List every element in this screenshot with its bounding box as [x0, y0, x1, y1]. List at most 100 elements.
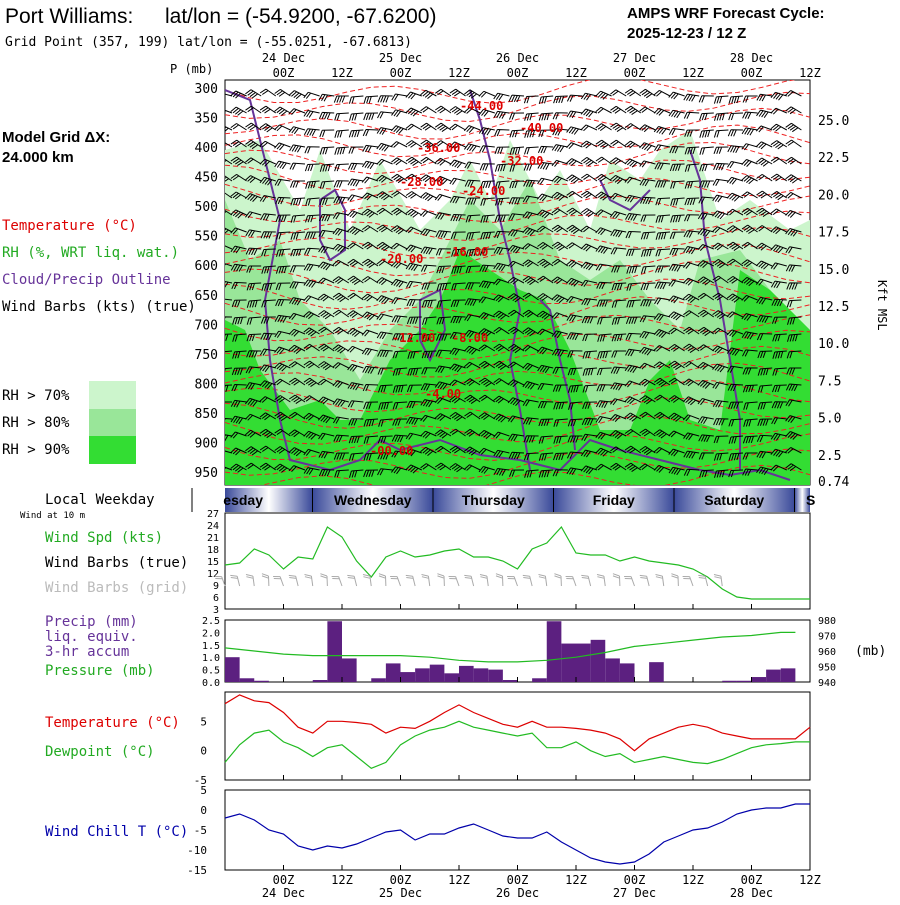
wind-barb [756, 315, 773, 323]
wind-barb [318, 432, 335, 440]
wind-barb [727, 258, 744, 267]
kft-axis-title: Kft MSL [875, 280, 889, 331]
wind-barb [757, 418, 773, 426]
wind-barb [785, 191, 802, 199]
wind-barb [434, 413, 452, 421]
wind-barb [274, 362, 291, 372]
wind-barb [259, 380, 276, 390]
wind-barb [624, 123, 642, 131]
wind-barb [405, 208, 423, 218]
wind-barb [406, 400, 422, 409]
wind-barb [742, 452, 758, 460]
bottom-date-label: 27 Dec [613, 886, 656, 900]
wind-barb [712, 194, 729, 203]
wind-barb [697, 228, 714, 237]
wind-barb [684, 146, 700, 155]
wind-barb [551, 241, 569, 252]
wind-barb [225, 384, 233, 393]
wind-barb [566, 142, 583, 150]
wind-barb [595, 173, 612, 182]
wind-barb [495, 180, 510, 189]
p-axis-title: P (mb) [170, 62, 213, 76]
wind-barb [273, 576, 284, 587]
wind-barb [405, 140, 423, 148]
wind-barb [567, 350, 583, 358]
wind-barb [639, 463, 656, 471]
wind-barb [225, 316, 233, 319]
wind-barb [653, 89, 671, 97]
precip-bar [576, 643, 591, 682]
wind-barb [361, 176, 379, 184]
bottom-time-tick: 12Z [682, 873, 704, 887]
precip-bar [444, 673, 459, 682]
wind-barb [626, 299, 641, 308]
wind-barb [406, 416, 422, 425]
wind-barb [225, 418, 233, 421]
wind-at-10m-label: Wind at 10 m [20, 511, 85, 521]
wind-barb [655, 197, 671, 206]
wind-barb [392, 401, 408, 410]
wind-barb [668, 343, 685, 352]
isotherm-line [225, 415, 810, 445]
wind-barb [552, 112, 568, 120]
wind-barb [580, 279, 598, 287]
wind-barb [742, 384, 758, 393]
wind-barb [450, 299, 466, 308]
wind-barb [787, 316, 802, 325]
wind-barb [728, 452, 744, 461]
wind-barb [595, 263, 612, 271]
wind-barb [580, 225, 598, 233]
wind-barb [684, 197, 700, 206]
isotherm-label: -28.00 [400, 175, 443, 189]
wind-barb [741, 331, 758, 340]
wind-panel-frame [224, 512, 811, 610]
wind-barb [274, 314, 291, 323]
wind-barb [712, 226, 729, 234]
wind-barb [289, 411, 306, 420]
wind-barb [668, 295, 685, 304]
bottom-time-tick: 00Z [624, 873, 646, 887]
wind-barb [391, 190, 408, 199]
wind-barb [436, 316, 452, 325]
wind-barb [670, 197, 685, 206]
wind-barb [448, 576, 460, 587]
top-time-axis: 00Z 12Z 00Z 12Z 00Z 12Z 00Z 12Z 00Z 12Z 24 Dec 25 D… [262, 51, 821, 80]
wind-barb [785, 415, 802, 424]
wind-barb [259, 364, 276, 373]
wind-barb [713, 146, 729, 154]
pressure-tick: 350 [195, 112, 218, 127]
wind-barb [420, 174, 437, 183]
wind-barb [727, 383, 744, 392]
wind-barb [728, 469, 744, 478]
wind-barb [391, 450, 408, 458]
wind-barb [449, 331, 466, 340]
wind-barb [537, 293, 554, 301]
wind-barb [742, 435, 758, 444]
wind-barb [654, 377, 671, 388]
wind-barb [303, 110, 320, 118]
wind-barb [480, 231, 495, 240]
wind-barb [551, 312, 568, 320]
wind-barb [786, 282, 802, 290]
wind-barb [363, 435, 379, 444]
isotherm-line [225, 107, 810, 140]
wind-barb [580, 449, 598, 458]
wind-barb [697, 361, 715, 370]
wind-barb [536, 310, 554, 320]
wind-barb [522, 243, 539, 250]
wind-barb [595, 106, 612, 114]
wind-barb [537, 275, 554, 284]
wind-ytick: 18 [207, 545, 219, 556]
wind-barb [289, 377, 306, 386]
isotherm-label: -44.00 [460, 99, 503, 113]
wind-barb [493, 310, 510, 320]
wind-barb [552, 384, 568, 392]
wind-barb [726, 208, 744, 216]
wind-barb [756, 190, 773, 199]
wind-barb [536, 346, 554, 355]
wind-barb [728, 112, 744, 121]
wind-barb [449, 463, 466, 473]
wind-barb [493, 294, 510, 303]
precip-label-3: 3-hr accum [45, 644, 129, 660]
top-time-tick: 00Z [273, 66, 295, 80]
